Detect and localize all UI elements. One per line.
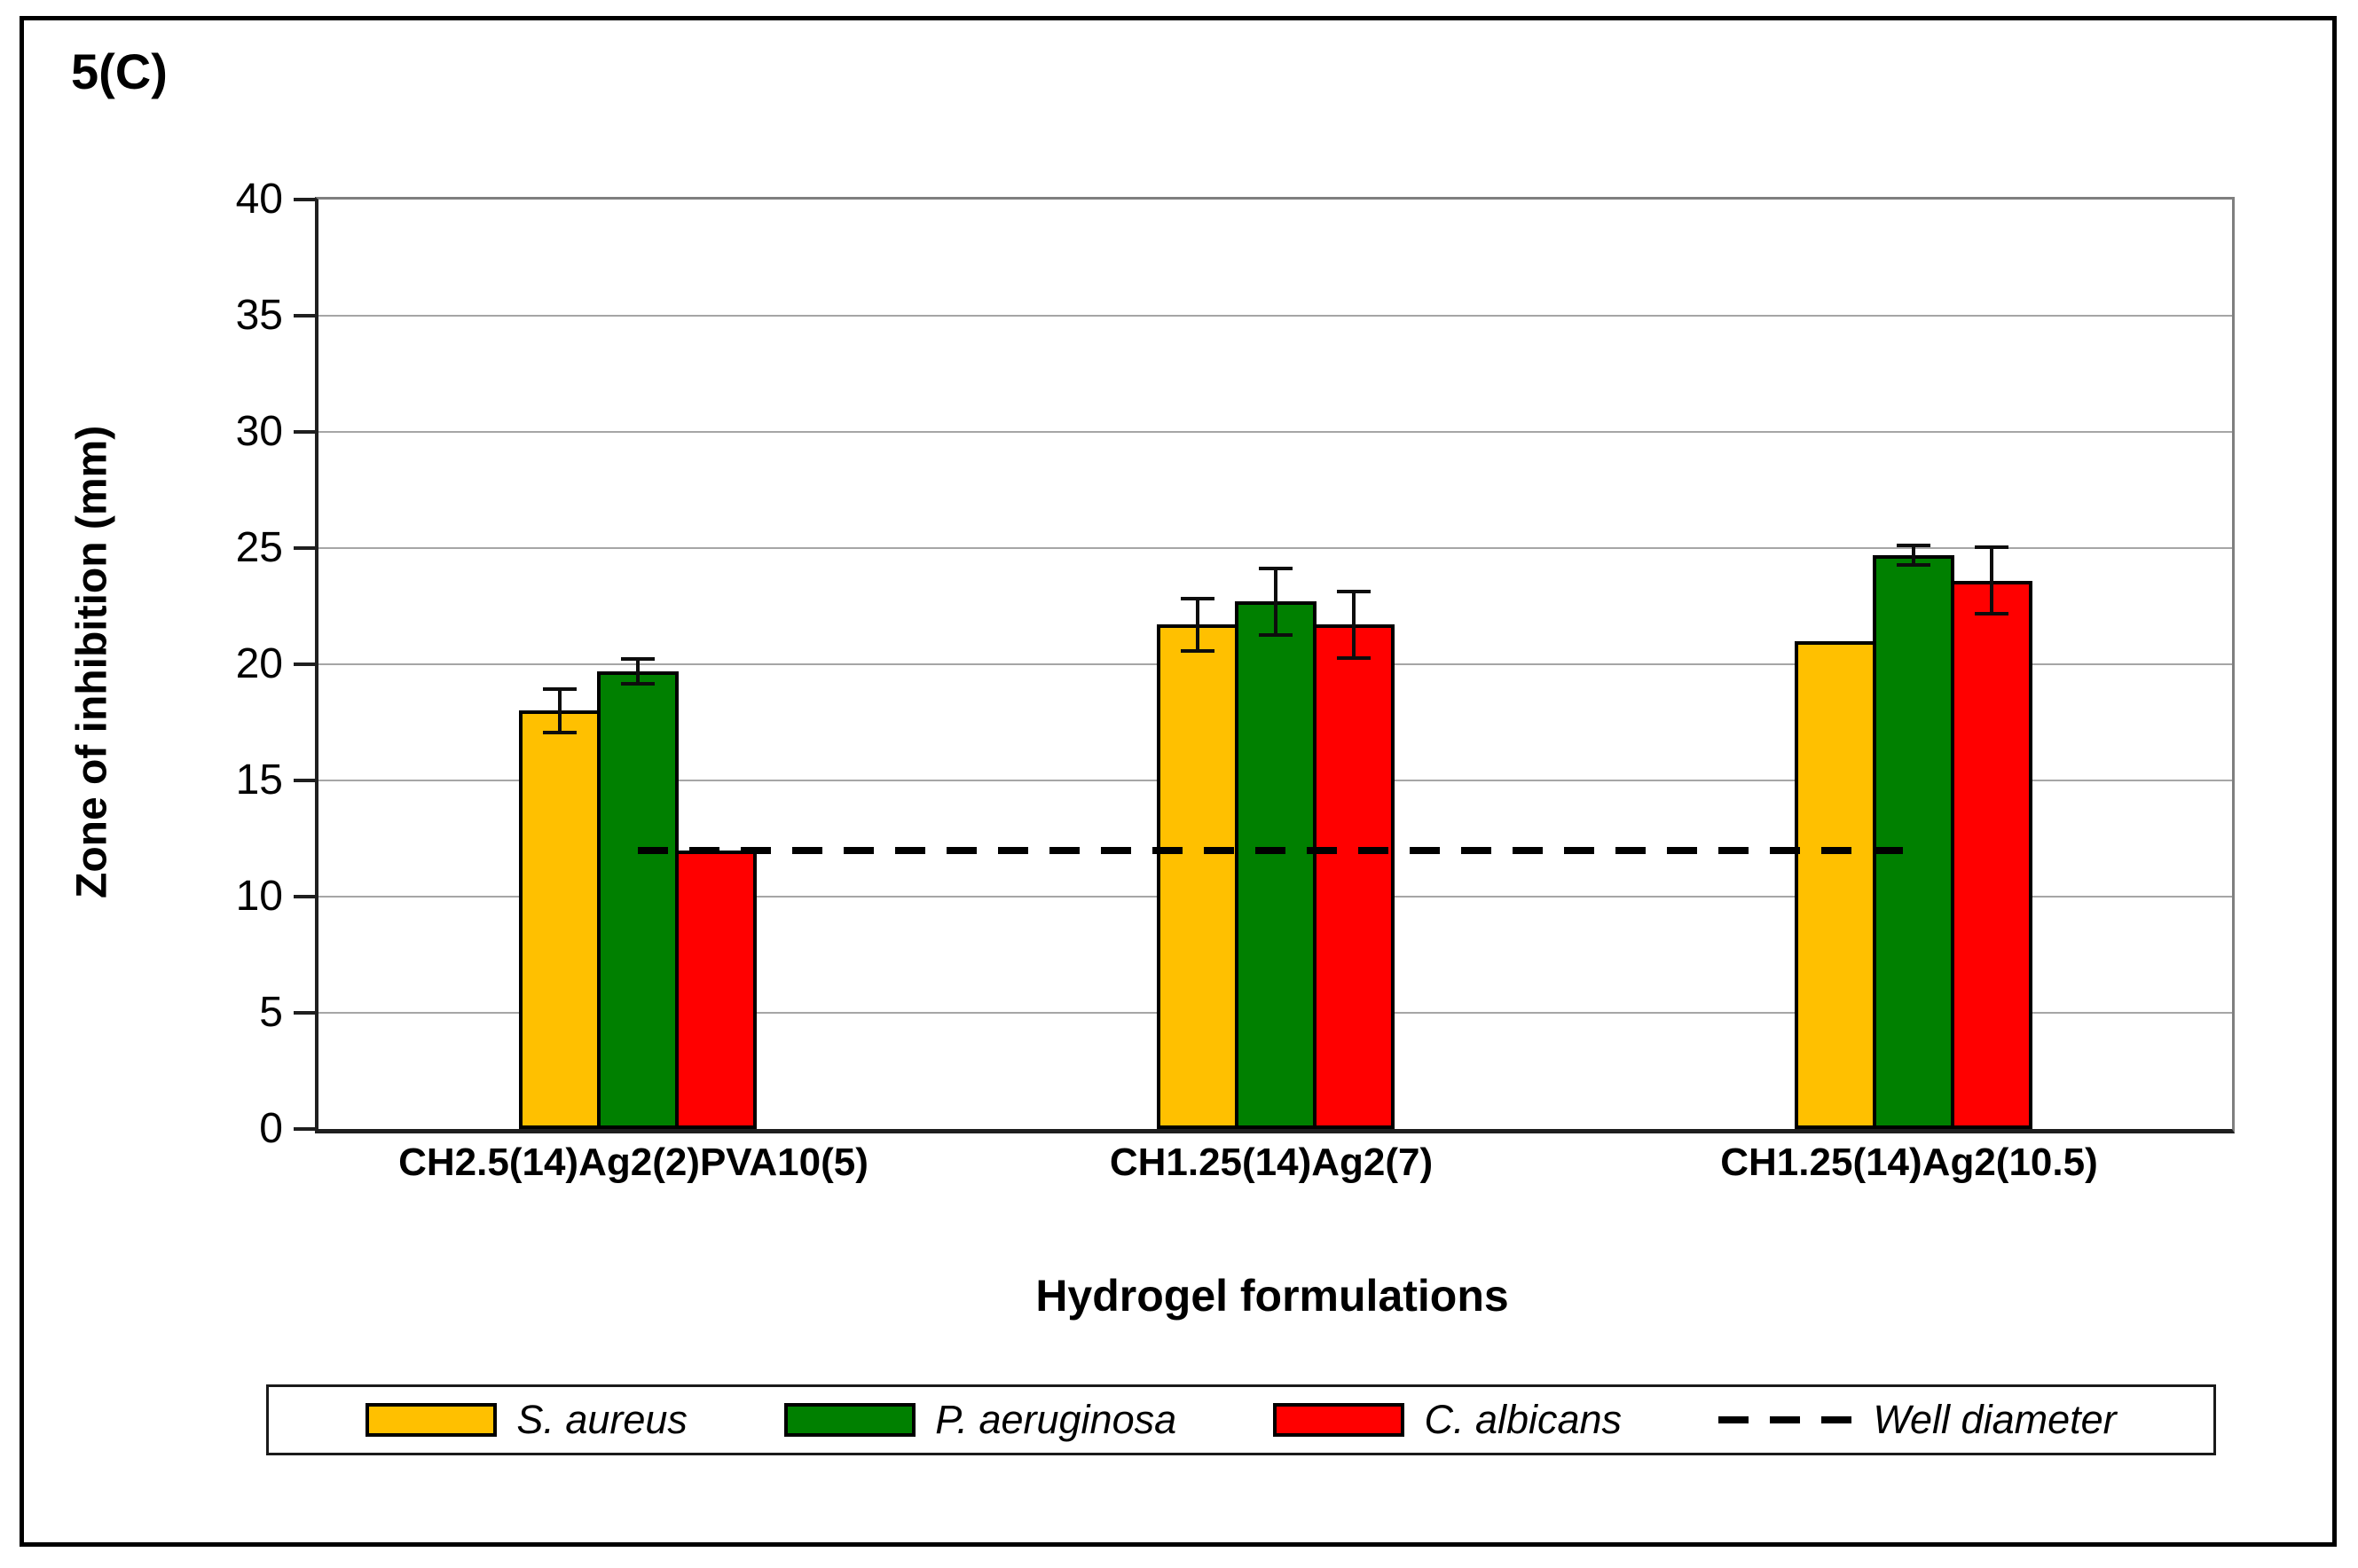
error-bar-p-aeruginosa-group3 xyxy=(1873,543,1954,567)
y-tick-25 xyxy=(294,546,315,550)
gridline-35 xyxy=(318,315,2232,317)
well-diameter-dashed-line xyxy=(637,846,1914,854)
error-cap-top xyxy=(1180,597,1214,601)
category-label-3: CH1.25(14)Ag2(10.5) xyxy=(1720,1141,2098,1184)
y-tick-40 xyxy=(294,198,315,201)
error-whisker xyxy=(1351,590,1356,660)
error-cap-top xyxy=(1896,543,1930,547)
p-aeruginosa-swatch xyxy=(784,1403,916,1437)
y-tick-10 xyxy=(294,895,315,898)
y-tick-label-15: 15 xyxy=(235,757,283,804)
legend-item-s-aureus: S. aureus xyxy=(365,1397,688,1443)
y-tick-label-0: 0 xyxy=(259,1105,283,1152)
plot-area: 0 5 10 15 20 25 30 35 40 xyxy=(236,178,2235,1150)
error-bar-p-aeruginosa-group1 xyxy=(597,657,679,686)
error-cap-top xyxy=(1336,590,1371,594)
error-cap-top xyxy=(1974,545,2008,550)
error-cap-top xyxy=(1258,566,1293,570)
error-bar-c-albicans-group3 xyxy=(1951,545,2032,615)
error-cap-bottom xyxy=(620,681,655,686)
y-tick-35 xyxy=(294,314,315,318)
gridline-30 xyxy=(318,431,2232,433)
y-tick-label-40: 40 xyxy=(235,176,283,223)
legend-item-p-aeruginosa: P. aeruginosa xyxy=(784,1397,1176,1443)
bar-s-aureus-group3 xyxy=(1794,640,1876,1129)
error-cap-top xyxy=(620,657,655,662)
error-cap-bottom xyxy=(1180,648,1214,653)
bar-s-aureus-group1 xyxy=(518,710,601,1129)
error-whisker xyxy=(1195,597,1199,653)
category-label-1: CH2.5(14)Ag2(2)PVA10(5) xyxy=(398,1141,869,1184)
bar-p-aeruginosa-group1 xyxy=(596,670,679,1129)
legend-box: S. aureus P. aeruginosa C. albicans Well… xyxy=(266,1384,2216,1455)
legend-label-c-albicans: C. albicans xyxy=(1424,1397,1623,1442)
error-cap-bottom xyxy=(542,730,577,734)
error-cap-bottom xyxy=(1336,655,1371,660)
error-cap-bottom xyxy=(1974,611,2008,615)
y-tick-label-10: 10 xyxy=(235,873,283,920)
legend-item-c-albicans: C. albicans xyxy=(1273,1397,1622,1443)
category-label-2: CH1.25(14)Ag2(7) xyxy=(1109,1141,1434,1184)
c-albicans-swatch xyxy=(1273,1403,1405,1437)
bar-c-albicans-group3 xyxy=(1950,580,2032,1129)
bar-c-albicans-group2 xyxy=(1312,624,1395,1129)
x-axis-title: Hydrogel formulations xyxy=(1035,1271,1509,1321)
y-tick-label-30: 30 xyxy=(235,408,283,455)
legend-label-well-diameter: Well diameter xyxy=(1873,1397,2117,1442)
figure-label: 5(C) xyxy=(71,43,168,99)
gridline-25 xyxy=(318,547,2232,549)
y-tick-30 xyxy=(294,430,315,434)
error-whisker xyxy=(557,687,562,734)
error-bar-s-aureus-group2 xyxy=(1157,597,1238,653)
y-tick-label-25: 25 xyxy=(235,524,283,571)
error-cap-top xyxy=(542,687,577,692)
error-cap-bottom xyxy=(1258,632,1293,637)
error-bar-p-aeruginosa-group2 xyxy=(1235,566,1317,637)
bar-c-albicans-group1 xyxy=(674,850,757,1129)
error-whisker xyxy=(1911,543,1915,567)
y-tick-20 xyxy=(294,662,315,666)
y-tick-15 xyxy=(294,779,315,782)
s-aureus-swatch xyxy=(365,1403,498,1437)
error-whisker xyxy=(1273,566,1277,637)
y-tick-label-20: 20 xyxy=(235,640,283,687)
error-bar-c-albicans-group2 xyxy=(1313,590,1395,660)
error-bar-s-aureus-group1 xyxy=(519,687,601,734)
y-tick-5 xyxy=(294,1011,315,1015)
y-tick-label-5: 5 xyxy=(259,989,283,1036)
y-tick-label-35: 35 xyxy=(235,292,283,339)
y-tick-0 xyxy=(294,1127,315,1131)
error-whisker xyxy=(635,657,640,686)
legend-item-well-diameter: Well diameter xyxy=(1718,1397,2117,1443)
bar-p-aeruginosa-group3 xyxy=(1872,554,1954,1129)
error-cap-bottom xyxy=(1896,562,1930,567)
legend-label-p-aeruginosa: P. aeruginosa xyxy=(935,1397,1177,1442)
legend-label-s-aureus: S. aureus xyxy=(516,1397,688,1442)
dashed-line-sample xyxy=(1718,1416,1854,1423)
bar-s-aureus-group2 xyxy=(1156,624,1238,1129)
error-whisker xyxy=(1989,545,1993,615)
y-axis-title: Zone of inhibition (mm) xyxy=(68,425,116,898)
bar-p-aeruginosa-group2 xyxy=(1234,601,1317,1129)
